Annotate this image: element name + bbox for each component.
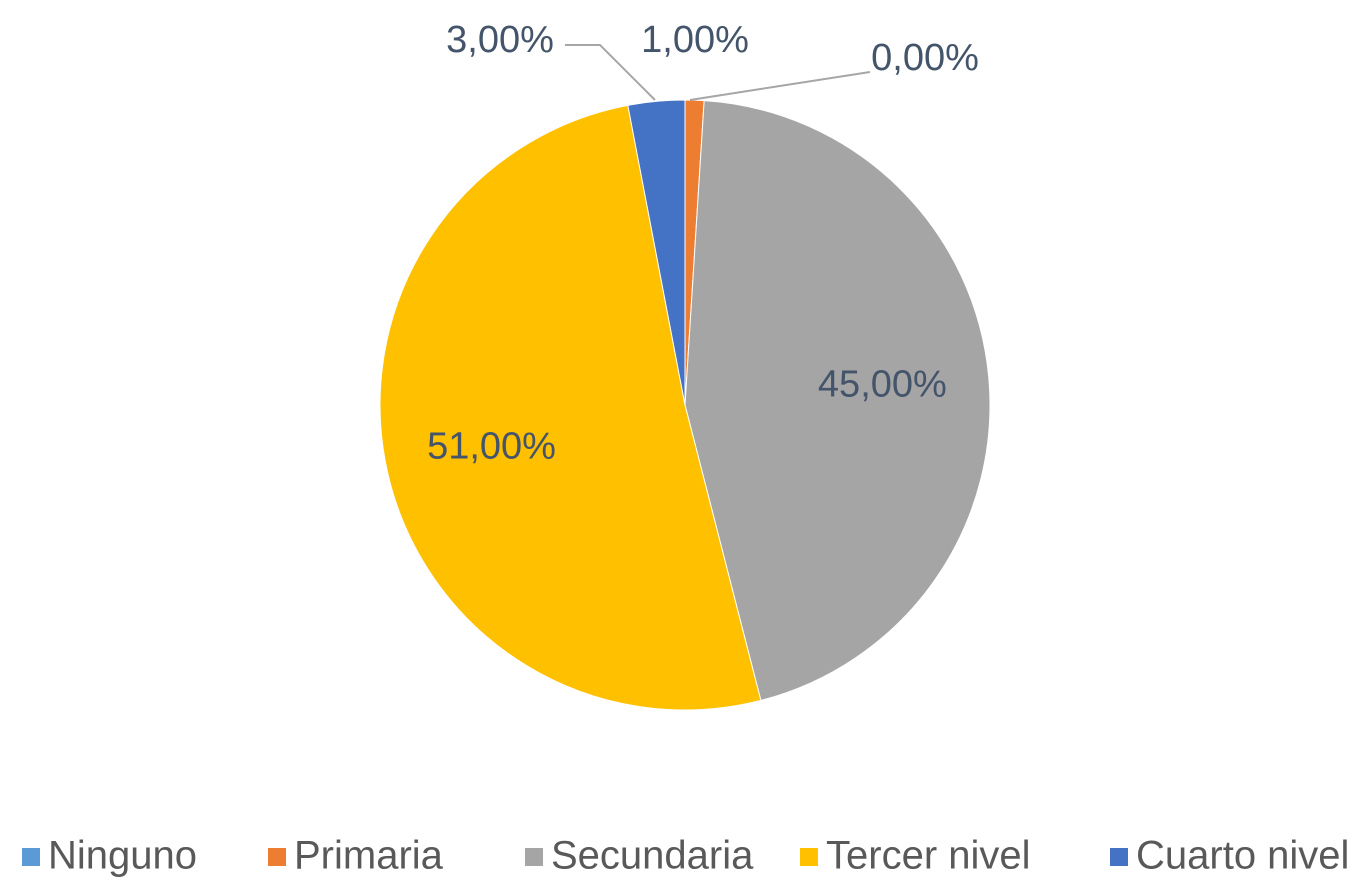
data-label: 0,00% [871,37,979,79]
legend-label: Ninguno [48,834,197,878]
legend-swatch [268,848,286,866]
data-label: 3,00% [446,19,554,61]
legend: Ninguno Primaria Secundaria Tercer nivel Cua… [22,834,1349,878]
data-label: 45,00% [818,363,947,405]
leader-line [689,71,871,101]
legend-swatch [800,848,818,866]
data-label: 51,00% [427,425,556,467]
legend-label: Tercer nivel [826,834,1031,878]
pie-slice [379,104,762,711]
pie-slice [684,100,991,702]
legend-swatch [22,848,40,866]
data-labels: 0,00% 1,00% 45,00% 51,00% 3,00% [427,19,979,467]
legend-label: Secundaria [551,834,754,878]
pie [379,99,991,711]
leader-line [565,44,656,101]
data-label: 1,00% [641,19,749,61]
legend-label: Cuarto nivel [1136,834,1349,878]
pie-slice [627,99,686,406]
legend-label: Primaria [294,834,444,878]
legend-swatch [1110,848,1128,866]
legend-swatch [525,848,543,866]
